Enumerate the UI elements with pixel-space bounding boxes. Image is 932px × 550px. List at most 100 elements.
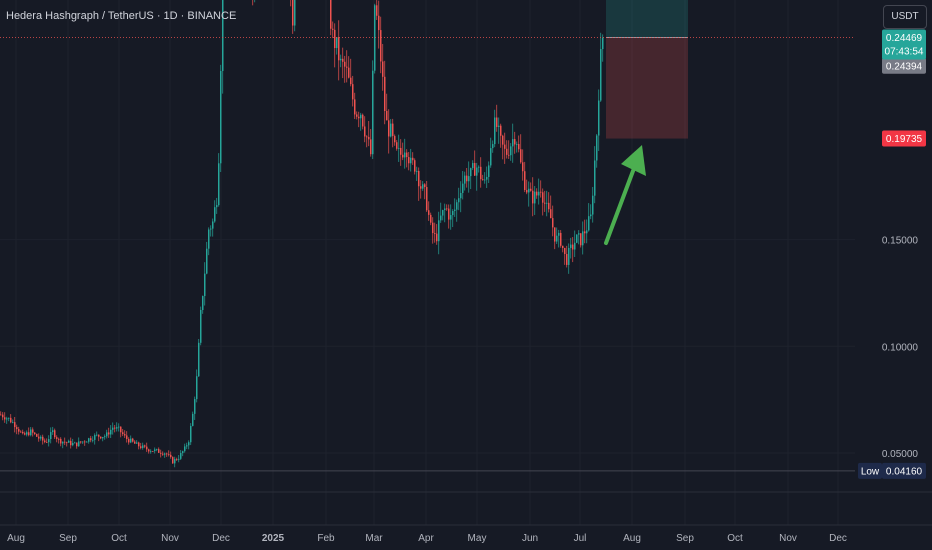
candle: [200, 310, 202, 343]
candle: [460, 192, 462, 199]
candle: [18, 429, 20, 432]
candle: [530, 188, 532, 191]
candle: [210, 228, 212, 230]
candle: [84, 441, 86, 443]
candle: [476, 167, 478, 176]
candle: [390, 123, 392, 137]
prev-close-tag: 0.24394: [882, 57, 926, 74]
candle: [60, 438, 62, 444]
candle: [40, 436, 42, 439]
candle: [486, 176, 488, 180]
candle: [462, 183, 464, 193]
candle: [394, 136, 396, 143]
arrow-head-icon: [621, 145, 646, 176]
candle: [504, 144, 506, 149]
candle: [144, 445, 146, 447]
candle: [120, 426, 122, 433]
candle: [54, 430, 56, 438]
candle: [110, 429, 112, 435]
candle: [2, 414, 4, 418]
candle: [388, 120, 390, 137]
low-tag-label-bg: [858, 462, 882, 479]
candle: [560, 232, 562, 246]
candle: [334, 29, 336, 49]
candle: [36, 434, 38, 437]
candle: [72, 442, 74, 446]
candle: [452, 211, 454, 216]
candle: [492, 144, 494, 149]
time-tick-label: Aug: [7, 533, 25, 544]
candle: [458, 198, 460, 203]
candle: [356, 114, 358, 117]
candle: [106, 432, 108, 437]
candle: [586, 230, 588, 234]
candle: [98, 434, 100, 437]
price-axis[interactable]: 0.450000.350000.300000.150000.100000.050…: [882, 0, 919, 460]
candle: [482, 179, 484, 181]
candle: [568, 247, 570, 265]
candle: [186, 445, 188, 447]
position-zones[interactable]: [606, 0, 688, 139]
candle: [588, 216, 590, 231]
candle: [376, 5, 378, 16]
candle: [424, 184, 426, 188]
time-tick-label: 2025: [262, 533, 285, 544]
candle: [592, 195, 594, 215]
time-tick-label: Feb: [317, 533, 335, 544]
candle: [442, 210, 444, 216]
candle: [402, 154, 404, 158]
candle: [90, 438, 92, 441]
candle: [518, 144, 520, 150]
candle: [20, 431, 22, 433]
candle: [418, 170, 420, 187]
candle: [436, 233, 438, 242]
candle: [192, 413, 194, 426]
candle: [150, 451, 152, 452]
candle: [88, 438, 90, 442]
candle: [430, 214, 432, 223]
candle: [498, 125, 500, 127]
candle: [338, 37, 340, 61]
candle: [16, 427, 18, 430]
candle: [194, 399, 196, 414]
candle: [104, 436, 106, 438]
candle: [562, 245, 564, 248]
candle: [292, 0, 294, 26]
candle: [124, 434, 126, 436]
candle: [82, 441, 84, 443]
price-tick-label: 0.10000: [882, 342, 919, 353]
candle: [80, 441, 82, 443]
candle: [410, 157, 412, 164]
candle: [50, 432, 52, 440]
candle: [414, 160, 416, 172]
candle: [554, 227, 556, 242]
candle: [204, 273, 206, 297]
prev-close-tag-value: 0.24394: [886, 61, 923, 72]
candle: [422, 184, 424, 189]
stop-tag: 0.19735: [882, 130, 926, 147]
candle: [122, 432, 124, 435]
candle: [584, 231, 586, 234]
candle: [348, 67, 350, 78]
candle: [508, 154, 510, 156]
candle: [510, 146, 512, 156]
candle: [494, 117, 496, 145]
candle: [172, 457, 174, 464]
candle: [378, 15, 380, 31]
candle: [198, 342, 200, 377]
grid: [0, 491, 932, 526]
candle: [464, 175, 466, 184]
candle: [534, 191, 536, 204]
candle: [544, 202, 546, 204]
candle: [400, 147, 402, 155]
currency-button[interactable]: USDT: [883, 5, 927, 29]
candle: [146, 446, 148, 450]
price-tick-label: 0.15000: [882, 236, 919, 247]
candle: [126, 435, 128, 440]
time-axis[interactable]: Aug Sep Oct Nov Dec 2025 Feb Mar Apr May Jun Jul Aug…: [7, 533, 847, 544]
candle: [28, 432, 30, 436]
candle: [466, 175, 468, 182]
candle: [440, 215, 442, 221]
candle: [540, 191, 542, 193]
